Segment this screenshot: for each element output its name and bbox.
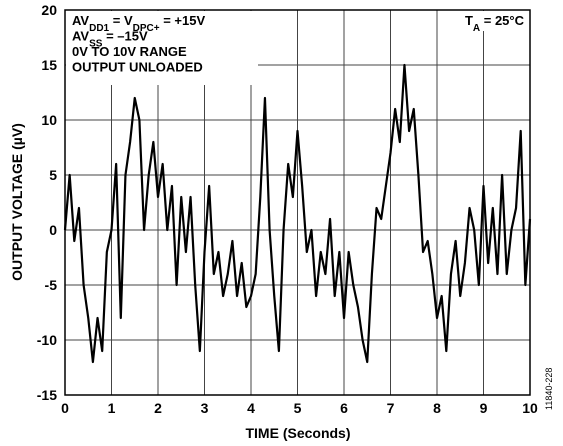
annotation-part: = –15V — [102, 29, 148, 44]
annotation-part: SS — [89, 38, 103, 49]
note-background — [66, 11, 258, 85]
annotation-part: = V — [109, 13, 133, 28]
y-axis-title: OUTPUT VOLTAGE (µV) — [9, 123, 25, 281]
x-tick-label: 7 — [387, 400, 395, 416]
x-tick-label: 10 — [522, 400, 538, 416]
annotation: OUTPUT UNLOADED — [72, 60, 203, 75]
annotation: AVSS = –15V — [72, 29, 148, 50]
x-tick-label: 0 — [61, 400, 69, 416]
x-tick-label: 3 — [201, 400, 209, 416]
y-tick-label: -15 — [37, 387, 57, 403]
x-tick-label: 5 — [294, 400, 302, 416]
annotation-part: A — [473, 23, 480, 34]
plot-border — [64, 9, 531, 396]
x-tick-label: 1 — [108, 400, 116, 416]
annotation-part: DD1 — [89, 23, 109, 34]
annotation-part: OUTPUT UNLOADED — [72, 60, 203, 75]
y-tick-label: -10 — [37, 332, 57, 348]
y-tick-label: 20 — [41, 2, 57, 18]
data-line — [63, 63, 532, 364]
y-tick-label: 5 — [49, 167, 57, 183]
annotation: AVDD1 = VDPC+ = +15V — [72, 13, 205, 34]
annotation: 0V TO 10V RANGE — [72, 44, 187, 59]
x-tick-label: 4 — [247, 400, 255, 416]
annotation-part: AV — [72, 29, 89, 44]
x-tick-label: 6 — [340, 400, 348, 416]
annotation-part: DPC+ — [133, 23, 160, 34]
annotation: TA = 25°C — [465, 13, 525, 34]
x-tick-label: 9 — [480, 400, 488, 416]
annotation-part: = +15V — [160, 13, 206, 28]
x-tick-label: 2 — [154, 400, 162, 416]
y-tick-label: -5 — [45, 277, 58, 293]
x-axis-title: TIME (Seconds) — [245, 425, 350, 441]
y-tick-label: 10 — [41, 112, 57, 128]
x-tick-label: 8 — [433, 400, 441, 416]
y-tick-label: 15 — [41, 57, 57, 73]
y-tick-label: 0 — [49, 222, 57, 238]
annotation-part: T — [465, 13, 473, 28]
figure-id: 11840-228 — [544, 368, 554, 410]
annotation-part: 0V TO 10V RANGE — [72, 44, 187, 59]
annotation-part: = 25°C — [480, 13, 524, 28]
annotation-part: AV — [72, 13, 89, 28]
note-background — [445, 11, 529, 31]
